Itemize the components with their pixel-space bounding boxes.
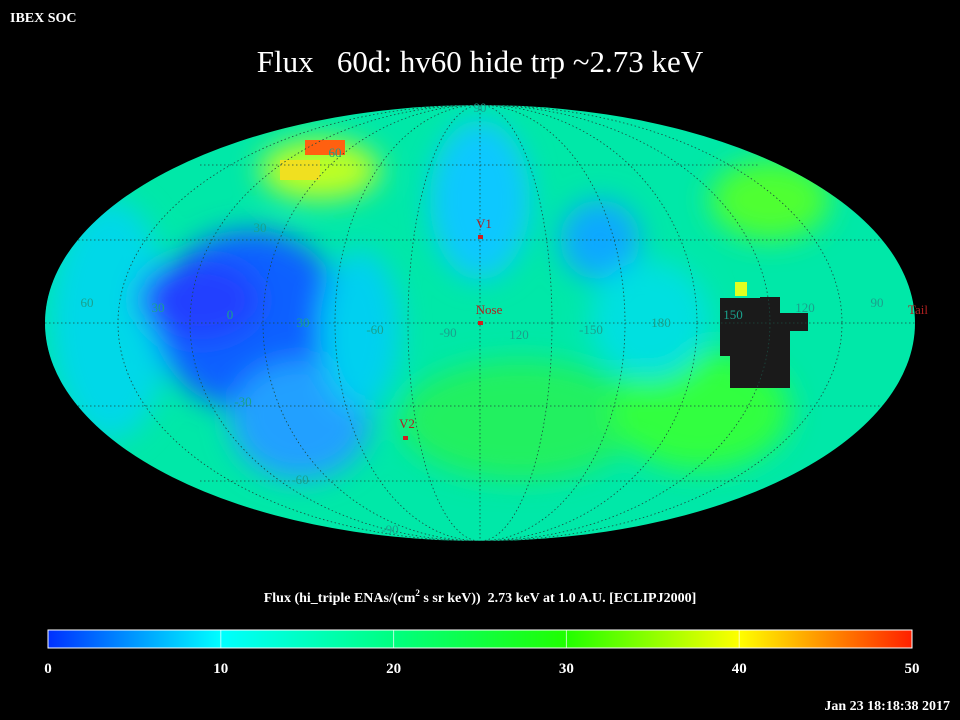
marker-label: Tail	[908, 302, 928, 317]
label-part: s sr keV)) 2.73 keV at 1.0 A.U. [ECLIPJ2…	[420, 591, 696, 606]
latitude-labels: 90 60 30 -30 -60 -90	[234, 100, 486, 537]
lon-label: 90	[871, 295, 884, 310]
lon-label: 60	[81, 295, 94, 310]
lon-label: -150	[579, 322, 603, 337]
graticule	[45, 105, 915, 541]
lat-label: -60	[291, 472, 308, 487]
colorbar-ticks: 0 10 20 30 40 50	[44, 630, 920, 677]
lat-label: 90	[474, 100, 487, 115]
lon-label: 0	[227, 307, 234, 322]
lon-label: -90	[439, 325, 456, 340]
lat-label: -90	[381, 522, 398, 537]
marker-label: V1	[476, 216, 492, 231]
title: Flux 60d: hv60 hide trp ~2.73 keV	[257, 44, 704, 79]
lat-label: 60	[329, 145, 342, 160]
colorbar-tick-label: 20	[386, 661, 401, 677]
marker-label: Nose	[476, 302, 503, 317]
lon-label: 120	[509, 327, 529, 342]
lon-label: 120	[795, 300, 815, 315]
marker-dot	[478, 321, 483, 325]
timestamp: Jan 23 18:18:38 2017	[824, 699, 950, 714]
colorbar-tick-label: 50	[905, 661, 920, 677]
colorbar	[47, 629, 913, 649]
longitude-labels: 60 30 0 30 -60 -90 120 -150 180 150 120 …	[81, 295, 884, 342]
label-part: Flux (hi_triple ENAs/(cm	[264, 591, 416, 606]
lat-label: 30	[254, 220, 267, 235]
label-sup: 2	[415, 588, 420, 598]
lon-label: 150	[723, 307, 743, 322]
marker-dot	[403, 436, 408, 440]
lon-label: 30	[152, 300, 165, 315]
lon-label: 180	[651, 315, 671, 330]
colorbar-label: Flux (hi_triple ENAs/(cm2 s sr keV)) 2.7…	[264, 588, 697, 606]
sky-map	[45, 105, 915, 541]
colorbar-tick-label: 40	[732, 661, 747, 677]
lon-label: -60	[366, 322, 383, 337]
lon-label: 30	[297, 315, 310, 330]
lat-label: -30	[234, 394, 251, 409]
colorbar-tick-label: 0	[44, 661, 52, 677]
marker-dot	[478, 235, 483, 239]
marker-label: V2	[399, 416, 415, 431]
markers: V1 Nose V2 Tail	[399, 216, 928, 440]
app-name: IBEX SOC	[10, 11, 77, 26]
colorbar-tick-label: 30	[559, 661, 574, 677]
colorbar-tick-label: 10	[213, 661, 228, 677]
